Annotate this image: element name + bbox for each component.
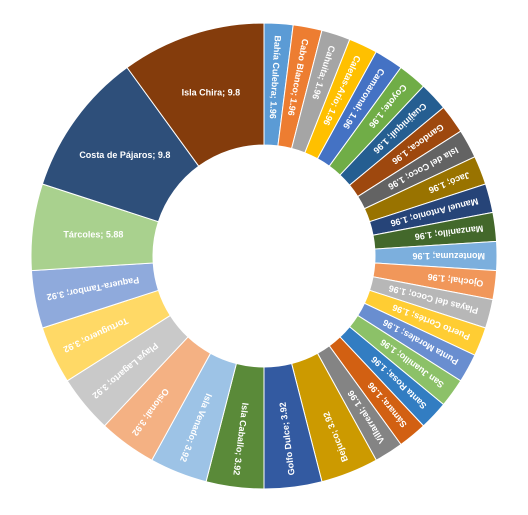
slice-31 xyxy=(126,22,265,167)
slice-label-29: Tárcoles; 5.88 xyxy=(63,229,123,239)
slice-label-30: Costa de Pájaros; 9.8 xyxy=(79,150,170,160)
chart-slices xyxy=(30,22,498,490)
slice-label-12: Montezuma; 1.96 xyxy=(412,251,485,261)
slice-label-31: Isla Chira; 9.8 xyxy=(182,87,241,97)
